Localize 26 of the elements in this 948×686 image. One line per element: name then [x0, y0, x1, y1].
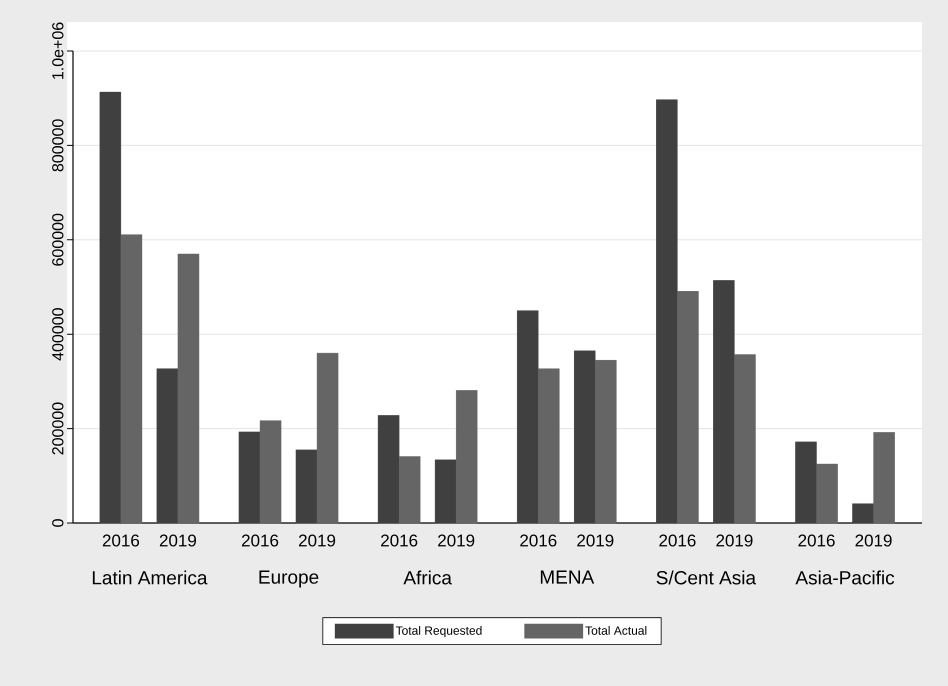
x-tick-label: 2016: [242, 534, 278, 547]
text: Asia-Pacific: [795, 570, 894, 584]
x-tick-label: 2019: [298, 534, 336, 547]
y-tick-label: 200000: [52, 402, 64, 454]
y-tick-label: 1.0e+06: [52, 22, 64, 79]
y-tick-label: 600000: [52, 214, 64, 266]
x-tick-label: 2016: [520, 534, 556, 547]
x-tick-label: 2019: [716, 534, 753, 547]
x-tick-label: 2016: [381, 534, 418, 547]
x-tick-label: 2016: [659, 534, 696, 547]
text: Latin America: [92, 570, 208, 584]
legend-label: Total Requested: [396, 626, 482, 638]
x-tick-label: 2019: [438, 534, 474, 547]
x-tick-label: 2019: [855, 534, 892, 547]
text: S/Cent Asia: [656, 570, 756, 584]
y-tick-label: 800000: [52, 119, 64, 172]
x-tick-label: 2019: [160, 534, 196, 547]
text: Europe: [259, 570, 318, 588]
x-tick-label: 2019: [577, 534, 614, 547]
x-tick-label: 2016: [102, 534, 140, 547]
y-tick-label: 400000: [52, 308, 64, 361]
text: MENA: [540, 570, 594, 584]
legend-label: Total Actual: [585, 626, 646, 635]
x-tick-label: 2016: [798, 534, 835, 547]
text: Africa: [403, 570, 452, 584]
y-tick-label: 0: [52, 519, 64, 527]
